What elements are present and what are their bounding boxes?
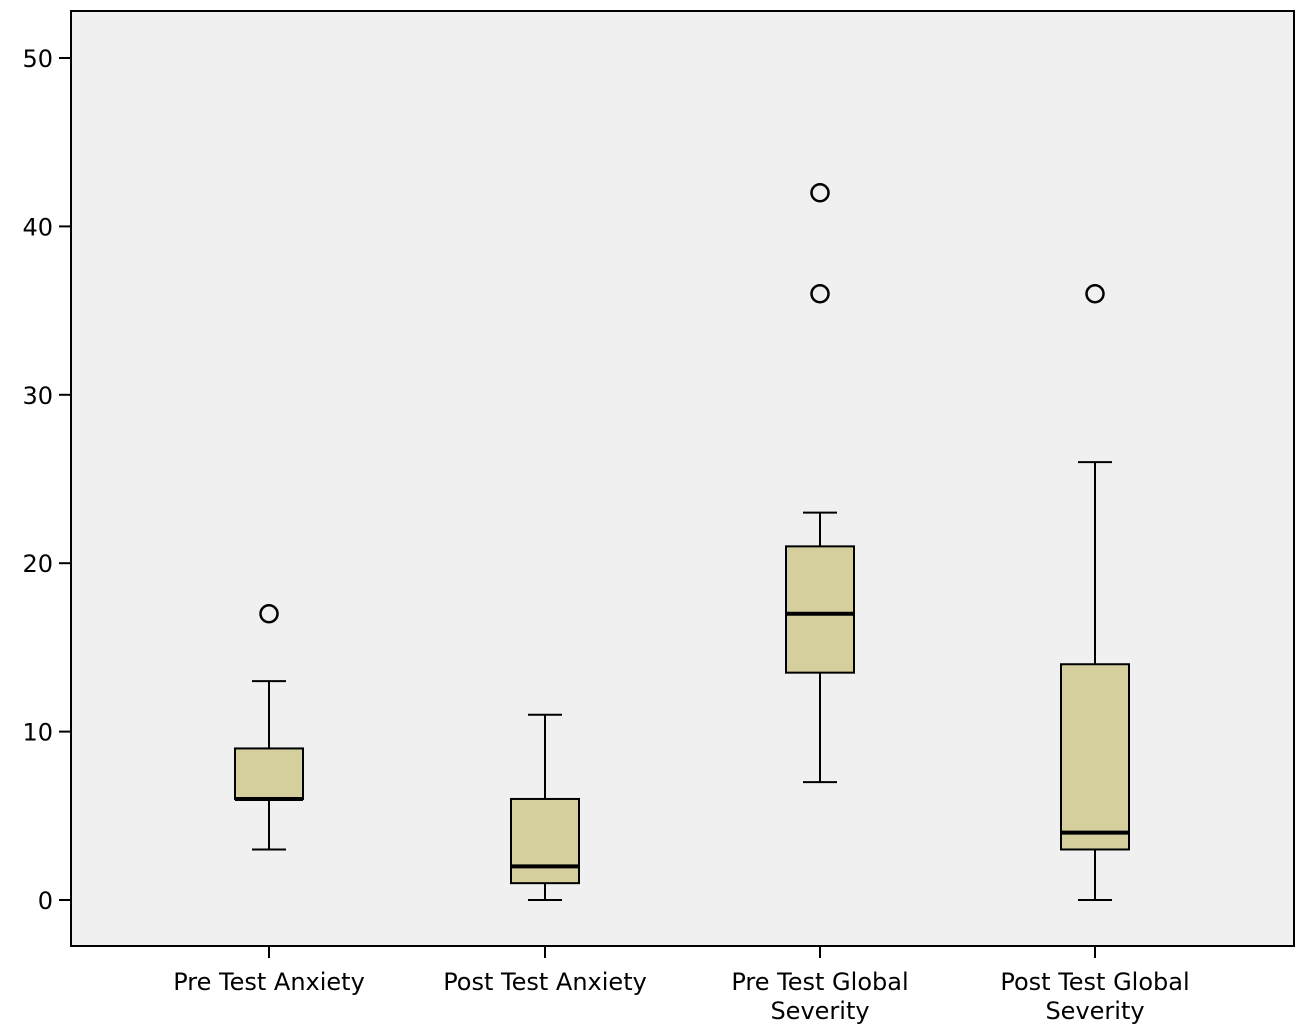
box-group — [1060, 284, 1130, 901]
outlier-point — [810, 182, 830, 203]
outlier-point — [810, 284, 830, 304]
box-group — [785, 182, 855, 784]
outlier-point — [259, 603, 279, 624]
x-category-label: Pre Test Anxiety — [173, 968, 365, 996]
iqr-box — [510, 797, 580, 885]
x-category-label: Post Test Global Severity — [1000, 968, 1189, 1025]
y-axis: 0 10 20 30 40 50 — [22, 45, 71, 915]
y-tick-label: 40 — [22, 213, 53, 241]
y-tick-label: 50 — [22, 45, 53, 73]
x-category-label: Post Test Anxiety — [443, 968, 647, 996]
y-tick-label: 0 — [38, 887, 53, 915]
x-category-label: Pre Test Global Severity — [731, 968, 908, 1025]
iqr-box — [234, 747, 304, 800]
box-group — [510, 713, 580, 901]
outlier-point — [1085, 284, 1105, 304]
x-axis: Pre Test Anxiety Post Test Anxiety Pre Tes… — [173, 946, 1190, 1025]
y-tick-label: 20 — [22, 550, 53, 578]
y-tick-label: 30 — [22, 382, 53, 410]
iqr-box — [1060, 663, 1130, 851]
iqr-box — [785, 545, 855, 674]
box-group — [234, 603, 304, 851]
y-tick-label: 10 — [22, 719, 53, 747]
box-series — [234, 182, 1130, 901]
